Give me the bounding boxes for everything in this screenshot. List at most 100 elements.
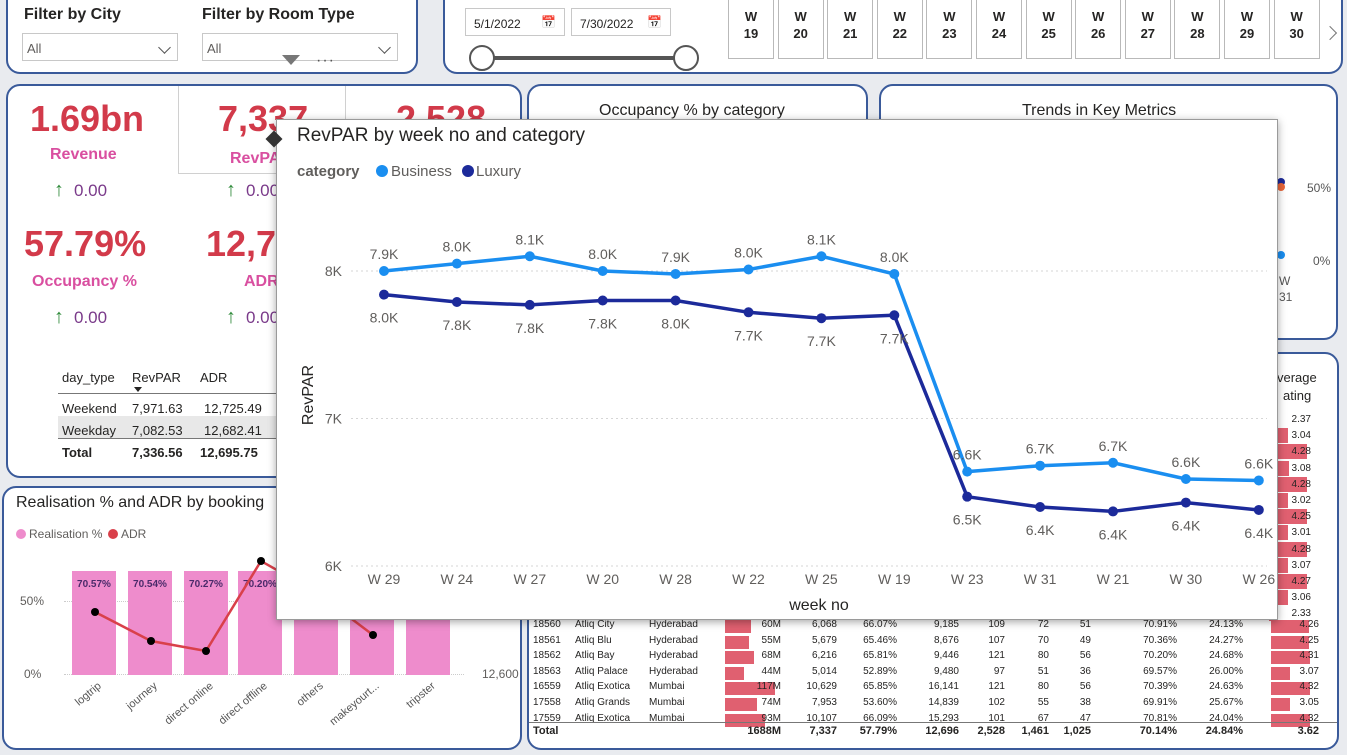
week-button[interactable]: W 30 [1273,0,1320,59]
data-point-luxury[interactable] [816,313,827,324]
data-point-luxury[interactable] [524,299,535,310]
table-cell: 26.00% [1209,665,1243,677]
data-point-business[interactable] [1035,460,1046,471]
week-button[interactable]: W 27 [1124,0,1171,59]
data-point-luxury[interactable] [1180,497,1191,508]
week-button-number: 29 [1239,26,1255,41]
calendar-icon[interactable]: 📅 [647,15,662,29]
x-tick-label: W 29 [368,571,401,587]
city-filter-dropdown[interactable]: All [22,33,178,61]
rating-value: 2.37 [1291,414,1311,425]
data-label-business: 8.0K [588,246,617,262]
legend-adr-label: ADR [121,527,147,541]
x-tick-label: W 26 [1242,571,1275,587]
revenue-bar [725,682,775,696]
data-point-luxury[interactable] [670,295,681,306]
revenue-change: ↑ 0.00 [54,179,108,201]
week-button[interactable]: W 19 [728,0,774,59]
table-cell: 70.20% [1143,650,1177,662]
data-point-luxury[interactable] [379,289,389,300]
table-cell: 49 [1079,634,1091,646]
realisation-bar[interactable] [128,571,172,675]
data-point-business[interactable] [451,258,462,269]
week-button[interactable]: W 23 [926,0,973,59]
calendar-icon[interactable]: 📅 [541,15,556,29]
table-row[interactable]: 16559 Atliq Exotica Mumbai 117M 10,629 65.85%… [533,681,1319,696]
data-point-business[interactable] [1108,457,1118,468]
data-point-luxury[interactable] [1035,502,1046,512]
week-button[interactable]: W 20 [777,0,824,59]
date-slider-end-handle[interactable] [673,45,699,71]
table-header-revpar[interactable]: RevPAR [132,370,181,385]
data-label-luxury: 7.7K [734,327,763,343]
table-header-day-type[interactable]: day_type [62,370,115,385]
legend-adr-dot [108,529,118,539]
date-slider-track[interactable] [481,56,685,60]
table-header-adr[interactable]: ADR [200,370,228,385]
week-button-prefix: W [1092,9,1105,24]
table-cell: 121 [988,650,1005,662]
trend-point-luxury [1277,178,1285,186]
table-row[interactable]: 18562 Atliq Bay Hyderabad 68M 6,216 65.81% 9,4… [533,650,1319,665]
table-row[interactable]: 17559 Atliq Exotica Mumbai 93M 10,107 66.09% 1… [533,713,1319,728]
legend-business-label[interactable]: Business [391,163,452,180]
week-button[interactable]: W 22 [876,0,923,59]
chevron-down-icon [378,41,391,54]
data-point-luxury[interactable] [1108,506,1118,517]
data-point-luxury[interactable] [1253,504,1264,515]
date-slider-start-handle[interactable] [469,45,495,71]
end-date-input[interactable]: 7/30/2022 📅 [571,8,671,36]
week-button[interactable]: W 24 [976,0,1022,59]
data-point-business[interactable] [962,466,973,477]
week-button-prefix: W [1141,9,1154,24]
data-point-business[interactable] [524,251,535,262]
table-cell: 4.26 [1299,619,1319,630]
sort-desc-icon[interactable] [134,387,142,392]
data-point-business[interactable] [1180,473,1191,484]
data-point-luxury[interactable] [597,295,608,306]
week-button[interactable]: W 29 [1224,0,1270,59]
table-row[interactable]: 17558 Atliq Grands Mumbai 74M 7,953 53.60% 14,… [533,697,1319,712]
room-type-filter-dropdown[interactable]: All [202,33,398,61]
table-cell: 44M [761,665,781,677]
table-cell: 6,068 [811,619,837,630]
data-point-luxury[interactable] [962,491,973,502]
data-point-business[interactable] [379,266,389,276]
realisation-bar[interactable] [72,571,116,675]
data-label-business: 8.1K [807,231,836,247]
data-point-business[interactable] [889,268,900,279]
table-cell: Hyderabad [649,665,698,677]
data-point-business[interactable] [743,264,754,275]
legend-luxury-label[interactable]: Luxury [476,163,522,180]
table-row[interactable]: 18561 Atliq Blu Hyderabad 55M 5,679 65.46% 8,6… [533,634,1319,650]
week-button[interactable]: W 21 [827,0,874,59]
data-point-business[interactable] [597,266,608,276]
data-label-business: 6.6K [1171,454,1200,470]
data-point-business[interactable] [670,268,681,279]
y-label-0: 0% [24,667,42,681]
more-options-icon[interactable]: ··· [316,52,335,69]
data-point-luxury[interactable] [451,296,462,307]
data-point-business[interactable] [816,251,827,262]
data-label-luxury: 6.4K [1171,518,1200,534]
data-point-luxury[interactable] [743,307,754,318]
rating-value: 4.25 [1291,511,1311,523]
data-point-business[interactable] [1253,475,1264,486]
table-cell: 38 [1079,697,1091,708]
table-row[interactable]: 18560 Atliq City Hyderabad 60M 6,068 66.07% 9,… [533,619,1319,634]
start-date-input[interactable]: 5/1/2022 📅 [465,8,565,36]
week-button[interactable]: W 26 [1075,0,1122,59]
chevron-right-icon[interactable] [1322,25,1338,41]
y-tick-label: 7K [325,411,343,427]
data-label-luxury: 8.0K [370,310,399,326]
table-cell: Atliq Grands [575,697,631,708]
data-label-luxury: 6.5K [953,512,982,528]
week-button[interactable]: W 25 [1025,0,1072,59]
filter-icon[interactable] [282,55,300,65]
realisation-bar[interactable] [184,571,228,675]
y-label-50: 50% [20,594,45,608]
row-weekday-label: Weekday [62,423,116,438]
week-button[interactable]: W 28 [1174,0,1221,59]
data-point-luxury[interactable] [889,310,900,321]
table-row[interactable]: 18563 Atliq Palace Hyderabad 44M 5,014 52.89%… [533,665,1319,681]
